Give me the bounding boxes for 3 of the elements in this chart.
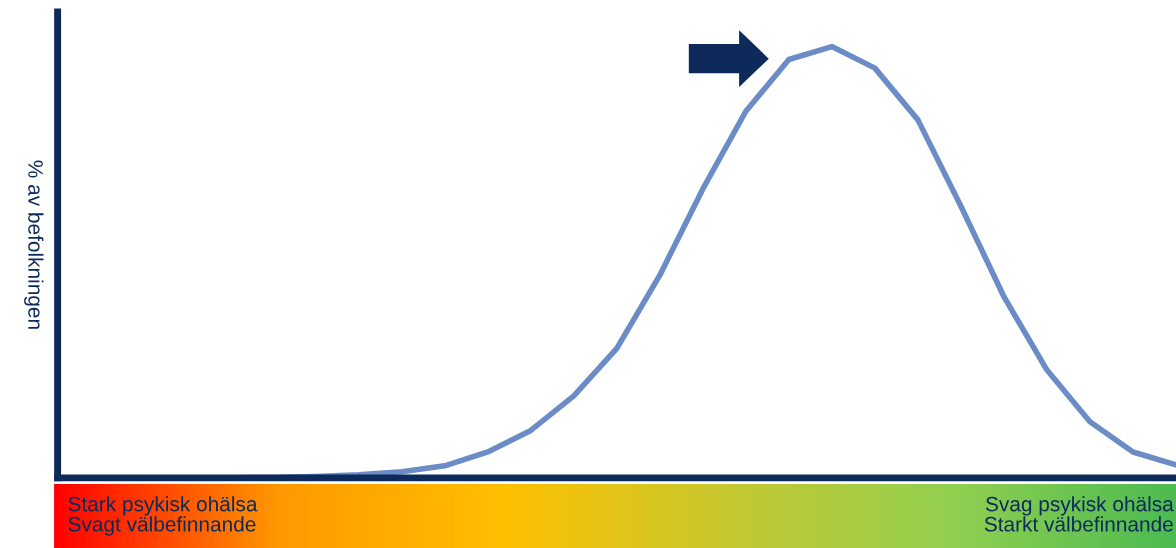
text: Svag psykisk ohälsa Starkt välbefinnande [984,496,1174,532]
text: Stark psykisk ohälsa Svagt välbefinnande [68,496,258,536]
y-axis-title: % av befolkningen [24,160,44,329]
